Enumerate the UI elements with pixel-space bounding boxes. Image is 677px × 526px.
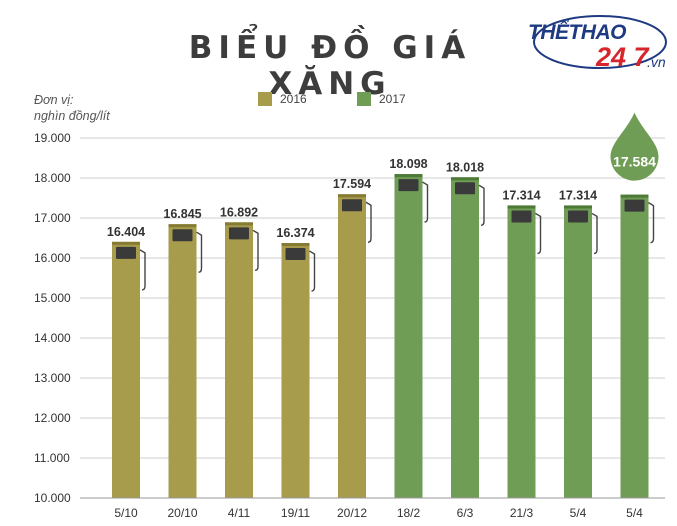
data-label: 16.374 [276,226,314,240]
logo-text-vn: .vn [647,54,666,70]
data-label: 17.314 [559,188,597,202]
bar-cap [620,194,649,198]
legend-label-2016: 2016 [280,92,307,106]
bar [451,177,479,498]
legend-swatch-2016 [258,92,272,106]
y-tick-label: 18.000 [34,171,71,185]
data-label: 16.404 [107,225,145,239]
pump-display [342,199,362,212]
data-label: 18.098 [389,157,427,171]
y-tick-label: 10.000 [34,491,71,505]
bar-cap [281,243,310,247]
pump-display [116,246,136,259]
pump-hose-icon [309,250,316,292]
x-tick-label: 20/10 [167,506,197,520]
bar [394,174,423,498]
site-logo: THỂTHAO 24 7 .vn [528,12,670,72]
bar [112,241,140,498]
legend-label-2017: 2017 [379,92,406,106]
x-tick-label: 20/12 [337,506,367,520]
pump-display [172,229,193,242]
pump-hose-icon [365,201,372,243]
pump-hose-icon [478,184,485,226]
pump-display [511,210,532,223]
x-tick-label: 19/11 [281,506,310,520]
y-tick-label: 17.000 [34,211,71,225]
y-tick-label: 15.000 [34,291,71,305]
x-tick-label: 5/4 [570,506,587,520]
fuel-drop-icon [610,112,659,181]
logo-ring-icon [533,15,667,69]
data-label: 17.594 [333,177,371,191]
x-tick-label: 18/2 [397,506,421,520]
y-tick-label: 14.000 [34,331,71,345]
x-tick-label: 6/3 [457,506,474,520]
bar [168,224,197,498]
pump-display [455,182,475,195]
x-tick-label: 5/4 [626,506,643,520]
data-label: 16.845 [163,207,201,221]
y-tick-label: 19.000 [34,131,71,145]
legend-swatch-2017 [357,92,371,106]
x-tick-label: 4/11 [228,506,251,520]
bar [620,194,649,498]
pump-hose-icon [648,202,655,244]
logo-text-247: 24 7 [596,42,649,72]
bar-cap [564,205,592,209]
pump-hose-icon [591,212,598,255]
bar [507,205,536,498]
pump-display [398,179,419,192]
y-tick-label: 11.000 [34,451,70,465]
y-tick-label: 13.000 [34,371,71,385]
unit-label-line2: nghìn đồng/lít [34,109,110,123]
bar-cap [394,174,423,178]
legend-item-2016: 2016 [258,92,307,106]
data-label: 17.314 [502,188,540,202]
bar-cap [507,205,536,209]
bar [281,243,310,498]
bar-cap [168,224,197,228]
pump-hose-icon [252,229,259,272]
bar-cap [451,177,479,181]
bar [338,194,366,499]
bar-cap [225,222,253,226]
y-tick-label: 16.000 [34,251,71,265]
bar-cap [112,241,140,245]
bar [225,222,253,498]
unit-label-line1: Đơn vị: [34,93,74,107]
pump-display [624,199,645,212]
bar-cap [338,194,366,198]
data-label-highlight: 17.584 [613,154,656,170]
pump-display [568,210,588,223]
logo-text-thethao: THỂTHAO [528,21,627,44]
bar [564,205,592,498]
pump-display [285,248,306,261]
x-tick-label: 5/10 [114,506,138,520]
data-label: 16.892 [220,205,258,219]
data-label: 18.018 [446,160,484,174]
pump-hose-icon [535,212,542,255]
unit-label: Đơn vị: nghìn đồng/lít [34,92,110,124]
y-tick-label: 12.000 [34,411,71,425]
pump-hose-icon [422,181,429,223]
pump-display [229,227,249,240]
pump-hose-icon [196,231,203,273]
chart-title: BIỂU ĐỒ GIÁ XĂNG [188,30,472,102]
x-tick-label: 21/3 [510,506,534,520]
pump-hose-icon [139,249,146,291]
legend-item-2017: 2017 [357,92,406,106]
